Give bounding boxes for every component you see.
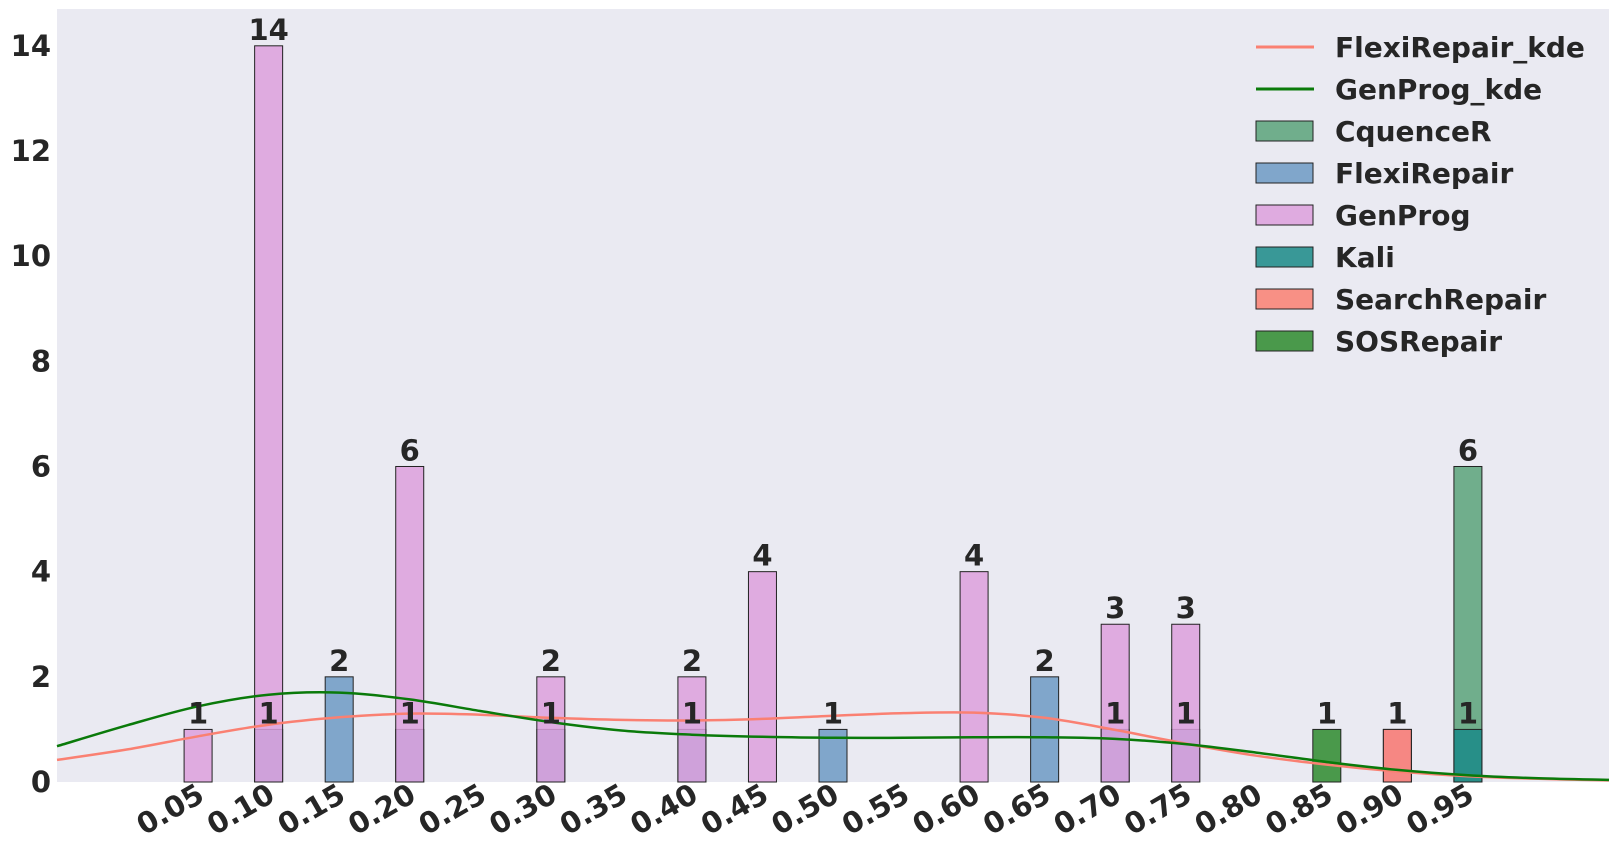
- x-tick-label: 0.70: [1048, 777, 1127, 842]
- legend-swatch-kali: [1255, 246, 1314, 268]
- legend-swatch-genprog: [1255, 204, 1314, 226]
- y-tick-label: 6: [31, 449, 51, 483]
- kde-line-genprog-kde: [56, 691, 1610, 782]
- bar-value-label: 1: [259, 696, 279, 730]
- y-axis: 0 2 4 6 8 10 12 14: [11, 29, 51, 799]
- legend-swatch-cquencer: [1255, 120, 1314, 142]
- y-tick-label: 2: [31, 660, 51, 694]
- x-tick-label: 0.65: [977, 777, 1056, 842]
- x-tick-label: 0.25: [413, 777, 492, 842]
- x-tick-label: 0.10: [201, 777, 280, 842]
- bar-value-label: 4: [964, 539, 984, 573]
- x-axis: 0.050.100.150.200.250.300.350.400.450.50…: [131, 777, 1480, 842]
- legend-label: CquenceR: [1335, 115, 1492, 148]
- x-tick-label: 0.75: [1118, 777, 1197, 842]
- x-tick-label: 0.05: [131, 777, 210, 842]
- bar-value-label: 2: [329, 644, 349, 678]
- x-tick-label: 0.90: [1330, 777, 1409, 842]
- bar-value-label: 1: [188, 696, 208, 730]
- bar-genprog-5: [747, 571, 777, 783]
- bar-genprog-7: [1100, 623, 1130, 783]
- x-tick-label: 0.60: [907, 777, 986, 842]
- kde-layer: [56, 691, 1610, 782]
- bar-value-label: 1: [1176, 696, 1196, 730]
- bar-value-label: 1: [541, 696, 561, 730]
- bar-searchrepair-0: [1382, 728, 1412, 783]
- x-tick-label: 0.50: [766, 777, 845, 842]
- bar-genprog-2: [395, 465, 425, 783]
- y-tick-label: 12: [11, 134, 51, 168]
- bar-flexirepair-1: [324, 676, 354, 783]
- y-tick-label: 10: [11, 239, 51, 273]
- bar-value-label: 1: [1387, 696, 1407, 730]
- bar-value-label: 1: [682, 696, 702, 730]
- legend-label: SearchRepair: [1335, 283, 1546, 316]
- legend-label: GenProg: [1335, 199, 1471, 232]
- y-tick-label: 8: [31, 344, 51, 378]
- x-tick-label: 0.30: [483, 777, 562, 842]
- bar-value-label: 6: [1458, 433, 1478, 467]
- x-tick-label: 0.95: [1400, 777, 1479, 842]
- bar-value-label: 2: [541, 644, 561, 678]
- bar-flexirepair-6: [1030, 676, 1060, 783]
- bar-value-label: 3: [1176, 591, 1196, 625]
- bar-value-label: 3: [1105, 591, 1125, 625]
- x-tick-label: 0.40: [624, 777, 703, 842]
- legend-label: Kali: [1335, 241, 1395, 274]
- bar-value-label: 1: [400, 696, 420, 730]
- x-tick-label: 0.15: [272, 777, 351, 842]
- x-tick-label: 0.35: [554, 777, 633, 842]
- y-tick-label: 4: [31, 555, 51, 589]
- bar-genprog-6: [959, 571, 989, 783]
- legend-swatch-searchrepair: [1255, 288, 1314, 310]
- bar-kali-0: [1453, 728, 1483, 783]
- bar-genprog-4: [677, 676, 707, 783]
- legend-swatch-flexirepair: [1255, 162, 1314, 184]
- y-tick-label: 14: [11, 29, 51, 63]
- legend-label: SOSRepair: [1335, 325, 1502, 358]
- legend-label: GenProg_kde: [1335, 73, 1542, 106]
- legend-label: FlexiRepair: [1335, 157, 1513, 190]
- bar-value-label: 1: [1317, 696, 1337, 730]
- legend: FlexiRepair_kde GenProg_kde CquenceR FlexiR…: [1255, 31, 1585, 358]
- x-tick-label: 0.20: [342, 777, 421, 842]
- bar-value-label: 1: [1458, 696, 1478, 730]
- bar-value-label: 1: [823, 696, 843, 730]
- kde-line-flexirepair-kde: [56, 711, 1610, 782]
- bar-sosrepair-0: [1312, 728, 1342, 783]
- bar-genprog-1: [254, 45, 284, 783]
- legend-label: FlexiRepair_kde: [1335, 31, 1585, 64]
- bar-value-label: 1: [1387, 696, 1407, 730]
- bar-value-label: 14: [248, 13, 288, 47]
- x-tick-label: 0.80: [1189, 777, 1268, 842]
- plot-area: [57, 9, 1609, 782]
- x-tick-label: 0.55: [836, 777, 915, 842]
- bar-value-label: 6: [400, 433, 420, 467]
- bar-value-label: 4: [752, 539, 772, 573]
- bar-value-label: 2: [682, 644, 702, 678]
- bar-value-label: 1: [1105, 696, 1125, 730]
- bar-genprog-8: [1171, 623, 1201, 783]
- y-tick-label: 0: [31, 765, 51, 799]
- x-tick-label: 0.85: [1259, 777, 1338, 842]
- bar-value-label: 2: [1035, 644, 1055, 678]
- legend-swatch-sosrepair: [1255, 330, 1314, 352]
- x-tick-label: 0.45: [695, 777, 774, 842]
- bar-genprog-3: [536, 676, 566, 783]
